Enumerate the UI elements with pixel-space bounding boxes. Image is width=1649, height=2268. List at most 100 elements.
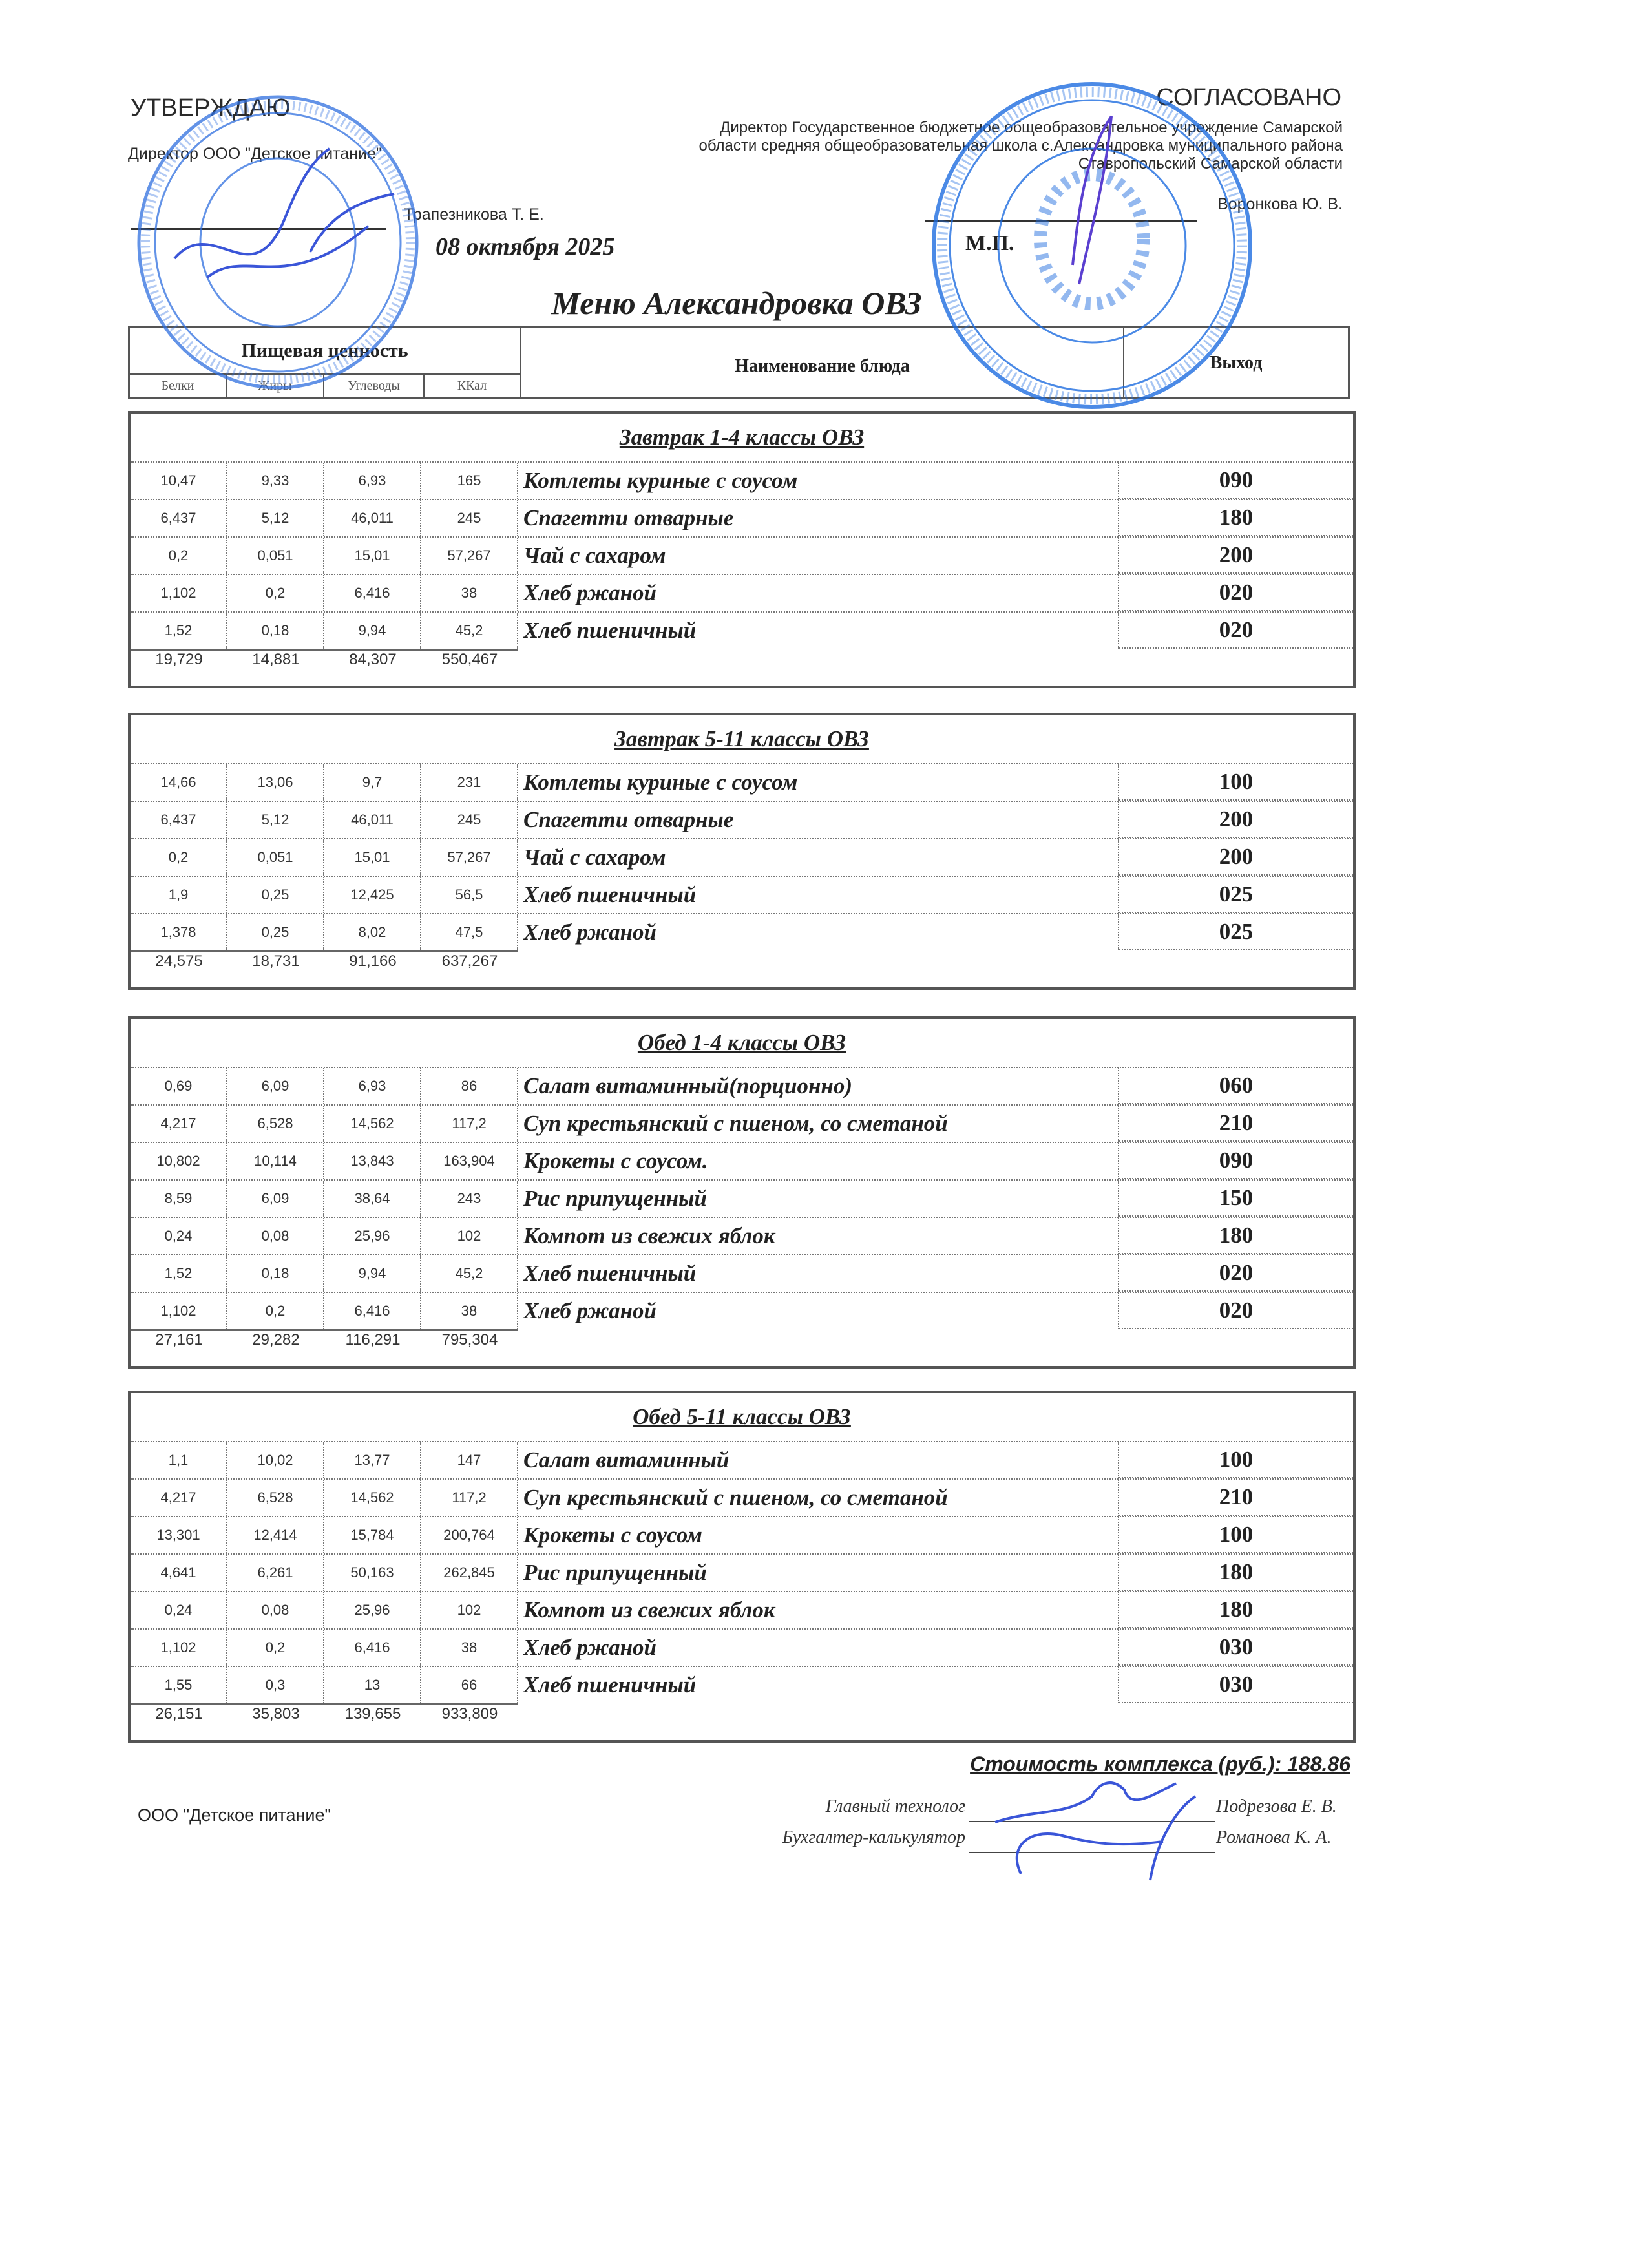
protein-cell: 1,378 [131,914,227,950]
output-cell: 150 [1119,1181,1353,1217]
section-lunch-5-11: Обед 5-11 классы ОВЗ 1,1 10,02 13,77 147… [128,1391,1356,1743]
fat-cell: 0,2 [227,1630,324,1666]
protein-cell: 4,217 [131,1480,227,1516]
table-row: 1,102 0,2 6,416 38 Хлеб ржаной 030 [131,1628,1353,1666]
dish-name-cell: Хлеб пшеничный [518,877,1119,913]
table-row: 1,1 10,02 13,77 147 Салат витаминный 100 [131,1441,1353,1478]
kcal-cell: 45,2 [421,1255,518,1292]
output-cell: 030 [1119,1630,1353,1666]
dish-name-cell: Суп крестьянский с пшеном, со сметаной [518,1106,1119,1142]
table-row: 4,641 6,261 50,163 262,845 Рис припущенн… [131,1553,1353,1591]
fat-cell: 6,261 [227,1555,324,1591]
section-title: Обед 1-4 классы ОВЗ [637,1030,846,1055]
agree-position-line: области средняя общеобразовательная школ… [698,137,1343,154]
carbs-cell: 13 [324,1667,421,1703]
accountant-signature-line [969,1852,1215,1853]
output-cell: 210 [1119,1106,1353,1142]
carbs-cell: 6,416 [324,575,421,611]
output-cell: 020 [1119,1293,1353,1329]
carbs-cell: 6,93 [324,1068,421,1104]
fat-cell: 0,08 [227,1218,324,1254]
kcal-cell: 200,764 [421,1517,518,1553]
kcal-cell: 147 [421,1442,518,1478]
kcal-cell: 117,2 [421,1480,518,1516]
protein-cell: 1,1 [131,1442,227,1478]
kcal-cell: 102 [421,1592,518,1628]
kcal-cell: 66 [421,1667,518,1703]
fat-cell: 6,09 [227,1181,324,1217]
output-cell: 025 [1119,877,1353,913]
header-protein: Белки [130,375,227,397]
dish-name-cell: Суп крестьянский с пшеном, со сметаной [518,1480,1119,1516]
agree-position-line: Ставропольский Самарской области [1078,155,1343,173]
dish-name-cell: Спагетти отварные [518,500,1119,536]
table-row: 14,66 13,06 9,7 231 Котлеты куриные с со… [131,763,1353,801]
totals-row: 19,729 14,881 84,307 550,467 [131,649,518,677]
total-cell: 91,166 [349,952,397,970]
dish-name-cell: Чай с сахаром [518,839,1119,876]
carbs-cell: 8,02 [324,914,421,950]
dish-name-cell: Котлеты куриные с соусом [518,463,1119,499]
section-title: Завтрак 1-4 классы ОВЗ [619,425,865,450]
fat-cell: 5,12 [227,500,324,536]
table-row: 6,437 5,12 46,011 245 Спагетти отварные … [131,801,1353,838]
table-row: 1,52 0,18 9,94 45,2 Хлеб пшеничный 020 [131,611,1353,649]
carbs-cell: 14,562 [324,1480,421,1516]
section-breakfast-5-11: Завтрак 5-11 классы ОВЗ 14,66 13,06 9,7 … [128,713,1356,990]
fat-cell: 0,25 [227,914,324,950]
totals-row: 24,575 18,731 91,166 637,267 [131,950,518,978]
fat-cell: 6,09 [227,1068,324,1104]
output-cell: 100 [1119,1517,1353,1553]
header-carbs: Углеводы [324,375,425,397]
header-fat: Жиры [227,375,324,397]
protein-cell: 1,9 [131,877,227,913]
total-cell: 27,161 [155,1331,203,1349]
kcal-cell: 45,2 [421,613,518,649]
output-cell: 180 [1119,1555,1353,1591]
dish-name-cell: Салат витаминный(порционно) [518,1068,1119,1104]
fat-cell: 0,25 [227,877,324,913]
footer-org: ООО "Детское питание" [138,1805,331,1825]
section-breakfast-1-4: Завтрак 1-4 классы ОВЗ 10,47 9,33 6,93 1… [128,411,1356,688]
fat-cell: 0,3 [227,1667,324,1703]
dish-name-cell: Хлеб ржаной [518,914,1119,950]
carbs-cell: 13,77 [324,1442,421,1478]
seal-place-label: М.П. [965,231,1014,255]
total-cell: 26,151 [155,1705,203,1723]
protein-cell: 0,24 [131,1592,227,1628]
approve-name: Трапезникова Т. Е. [404,205,544,224]
fat-cell: 0,18 [227,1255,324,1292]
table-row: 1,102 0,2 6,416 38 Хлеб ржаной 020 [131,1292,1353,1329]
table-row: 1,52 0,18 9,94 45,2 Хлеб пшеничный 020 [131,1254,1353,1292]
menu-header-table: Пищевая ценность Белки Жиры Углеводы ККа… [128,326,1350,399]
carbs-cell: 14,562 [324,1106,421,1142]
table-row: 4,217 6,528 14,562 117,2 Суп крестьянски… [131,1478,1353,1516]
carbs-cell: 50,163 [324,1555,421,1591]
total-cell: 18,731 [252,952,300,970]
total-cell: 35,803 [252,1705,300,1723]
kcal-cell: 163,904 [421,1143,518,1179]
kcal-cell: 165 [421,463,518,499]
kcal-cell: 231 [421,764,518,801]
dish-name-cell: Салат витаминный [518,1442,1119,1478]
agree-signature-line [925,220,1197,222]
output-cell: 200 [1119,839,1353,876]
kcal-cell: 47,5 [421,914,518,950]
dish-name-cell: Компот из свежих яблок [518,1592,1119,1628]
fat-cell: 9,33 [227,463,324,499]
accountant-name: Романова К. А. [1216,1827,1332,1847]
kcal-cell: 57,267 [421,538,518,574]
protein-cell: 13,301 [131,1517,227,1553]
section-lunch-1-4: Обед 1-4 классы ОВЗ 0,69 6,09 6,93 86 Са… [128,1016,1356,1369]
table-row: 1,9 0,25 12,425 56,5 Хлеб пшеничный 025 [131,876,1353,913]
dish-name-cell: Хлеб ржаной [518,1293,1119,1329]
fat-cell: 10,114 [227,1143,324,1179]
table-row: 4,217 6,528 14,562 117,2 Суп крестьянски… [131,1104,1353,1142]
protein-cell: 0,24 [131,1218,227,1254]
table-row: 13,301 12,414 15,784 200,764 Крокеты с с… [131,1516,1353,1553]
carbs-cell: 9,94 [324,613,421,649]
carbs-cell: 6,416 [324,1293,421,1329]
carbs-cell: 13,843 [324,1143,421,1179]
kcal-cell: 38 [421,575,518,611]
output-cell: 210 [1119,1480,1353,1516]
